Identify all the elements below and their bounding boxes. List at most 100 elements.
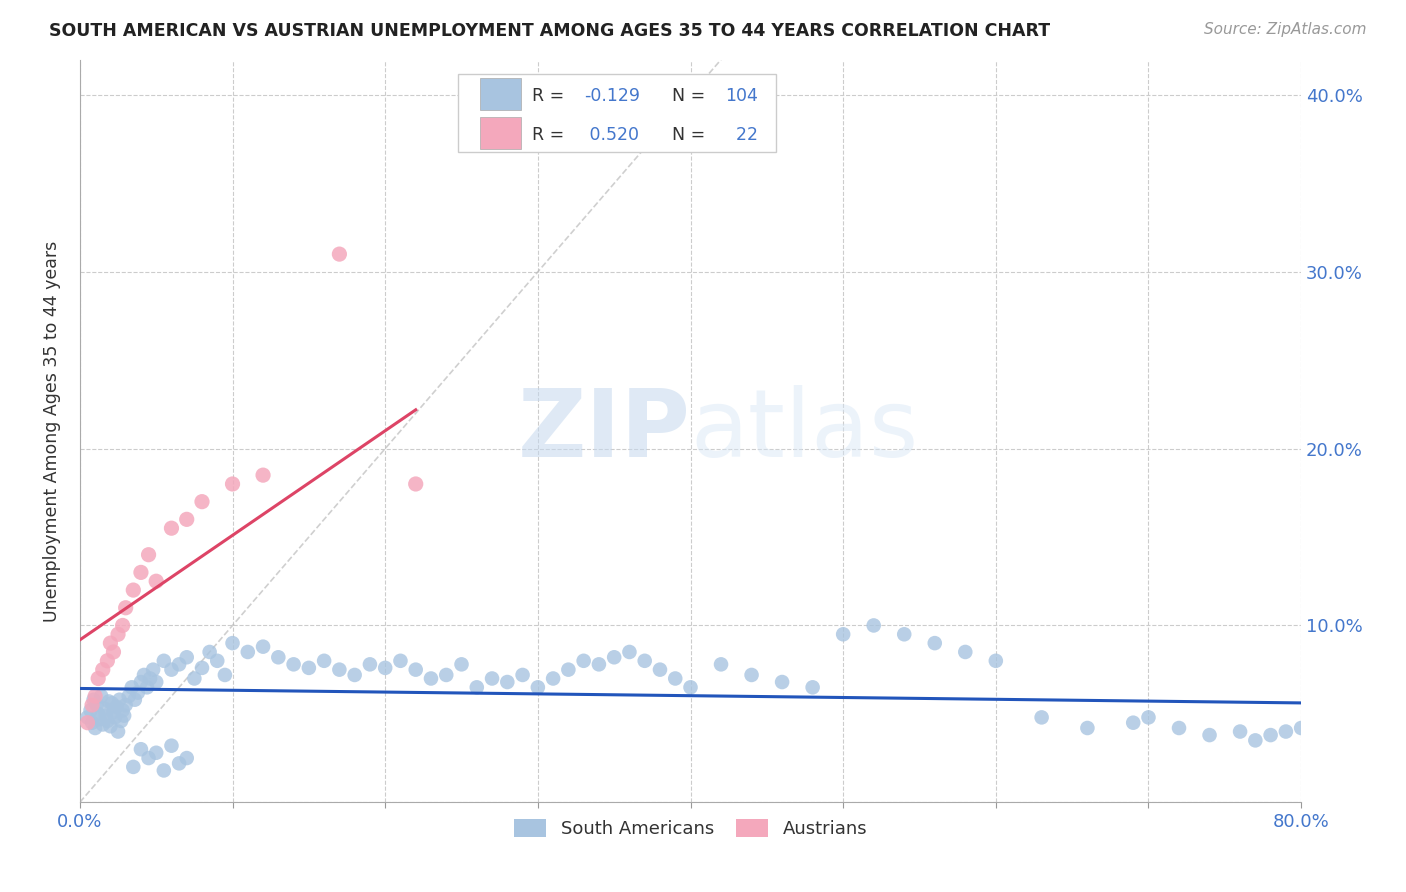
Point — [110, 714, 132, 728]
Point — [420, 672, 443, 686]
Point — [328, 247, 350, 261]
Point — [145, 574, 167, 589]
Point — [374, 661, 396, 675]
Text: N =: N = — [672, 87, 711, 105]
Point — [160, 521, 183, 535]
Point — [108, 692, 131, 706]
Point — [80, 715, 103, 730]
Point — [103, 705, 125, 719]
Point — [138, 548, 160, 562]
Point — [541, 672, 564, 686]
Y-axis label: Unemployment Among Ages 35 to 44 years: Unemployment Among Ages 35 to 44 years — [44, 240, 60, 622]
Text: atlas: atlas — [690, 385, 918, 477]
Point — [121, 681, 143, 695]
Point — [100, 719, 122, 733]
Point — [97, 694, 120, 708]
Point — [214, 668, 236, 682]
Point — [191, 661, 214, 675]
Point — [770, 675, 793, 690]
Point — [111, 703, 134, 717]
Point — [527, 681, 550, 695]
Point — [160, 663, 183, 677]
Point — [103, 645, 125, 659]
Bar — [481, 118, 520, 149]
Point — [153, 654, 176, 668]
Point — [252, 468, 274, 483]
Point — [236, 645, 259, 659]
Text: -0.129: -0.129 — [585, 87, 640, 105]
Point — [710, 657, 733, 672]
Point — [328, 663, 350, 677]
Point — [924, 636, 946, 650]
Point — [1168, 721, 1191, 735]
Point — [114, 600, 136, 615]
Point — [191, 494, 214, 508]
Point — [129, 742, 152, 756]
Point — [389, 654, 412, 668]
Text: 0.520: 0.520 — [585, 127, 640, 145]
Point — [111, 618, 134, 632]
Point — [124, 692, 146, 706]
Point — [221, 636, 243, 650]
Point — [153, 764, 176, 778]
Point — [588, 657, 610, 672]
Point — [1076, 721, 1098, 735]
Point — [283, 657, 305, 672]
Point — [87, 672, 110, 686]
Point — [1244, 733, 1267, 747]
Point — [76, 715, 98, 730]
Point — [84, 721, 107, 735]
Point — [129, 566, 152, 580]
Point — [862, 618, 884, 632]
Point — [160, 739, 183, 753]
Point — [496, 675, 519, 690]
Point — [86, 698, 108, 712]
Point — [603, 650, 626, 665]
Point — [434, 668, 457, 682]
Point — [679, 681, 702, 695]
Point — [105, 699, 128, 714]
Point — [80, 698, 103, 712]
Point — [138, 751, 160, 765]
Point — [465, 681, 488, 695]
Point — [1289, 721, 1312, 735]
Point — [183, 672, 205, 686]
Point — [343, 668, 366, 682]
Point — [1137, 710, 1160, 724]
Point — [76, 710, 98, 724]
Text: SOUTH AMERICAN VS AUSTRIAN UNEMPLOYMENT AMONG AGES 35 TO 44 YEARS CORRELATION CH: SOUTH AMERICAN VS AUSTRIAN UNEMPLOYMENT … — [49, 22, 1050, 40]
Point — [572, 654, 595, 668]
Point — [557, 663, 579, 677]
Point — [112, 708, 135, 723]
Point — [129, 675, 152, 690]
Point — [139, 672, 162, 686]
Point — [648, 663, 671, 677]
Point — [314, 654, 336, 668]
Point — [893, 627, 915, 641]
Text: R =: R = — [531, 127, 569, 145]
Point — [87, 706, 110, 721]
Point — [832, 627, 855, 641]
Point — [136, 681, 159, 695]
Text: Source: ZipAtlas.com: Source: ZipAtlas.com — [1204, 22, 1367, 37]
Point — [127, 685, 149, 699]
Point — [122, 760, 145, 774]
Point — [298, 661, 321, 675]
Point — [93, 701, 115, 715]
Point — [1260, 728, 1282, 742]
Text: ZIP: ZIP — [517, 385, 690, 477]
Point — [221, 477, 243, 491]
Point — [267, 650, 290, 665]
Point — [252, 640, 274, 654]
Point — [801, 681, 824, 695]
Point — [176, 650, 198, 665]
Point — [84, 689, 107, 703]
Point — [145, 675, 167, 690]
Point — [167, 657, 190, 672]
Point — [405, 477, 427, 491]
Point — [101, 696, 124, 710]
Point — [100, 636, 122, 650]
Point — [107, 627, 129, 641]
Point — [1198, 728, 1220, 742]
Point — [122, 583, 145, 598]
